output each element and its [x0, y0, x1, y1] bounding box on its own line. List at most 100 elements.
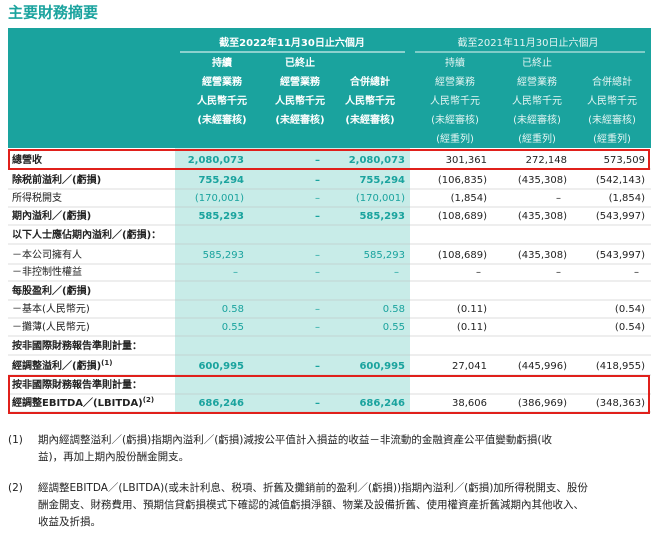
- row-label: 經調整EBITDA／(LBITDA)(2): [12, 396, 154, 409]
- footnote-ref: (1): [101, 359, 112, 367]
- column-header: 持續: [212, 56, 232, 69]
- row-label-text: －攤薄(人民幣元): [12, 320, 90, 333]
- row-label-text: 按非國際財務報告準則計量：: [12, 339, 142, 352]
- cell-value: 27,041: [452, 361, 487, 372]
- row-label: 除税前溢利／(虧損): [12, 173, 101, 186]
- column-header: 經營業務: [202, 75, 243, 88]
- row-label-text: 經調整溢利／(虧損): [12, 359, 101, 372]
- column-header: 人民幣千元: [587, 95, 637, 107]
- column-header: 合併總計: [592, 75, 632, 88]
- cell-value: 755,294: [359, 175, 405, 186]
- column-header: 人民幣千元: [275, 94, 325, 107]
- row-label-text: －基本(人民幣元): [12, 302, 90, 315]
- cell-value: –: [634, 267, 639, 278]
- cell-value: (108,689): [438, 250, 487, 261]
- cell-value: 2,080,073: [188, 155, 244, 166]
- footnote-ref: (2): [143, 396, 154, 404]
- row-label: －非控制性權益: [12, 265, 82, 278]
- cell-value: 0.58: [383, 304, 405, 315]
- column-header: (經重列): [518, 132, 556, 145]
- row-label-text: 按非國際財務報告準則計量：: [12, 378, 142, 391]
- cell-value: –: [556, 267, 561, 278]
- cell-value: (1,854): [609, 193, 646, 204]
- column-header: 人民幣千元: [345, 94, 395, 107]
- cell-value: 585,293: [364, 250, 405, 261]
- cell-value: (106,835): [438, 175, 487, 186]
- cell-value: 0.55: [222, 322, 244, 333]
- footnote-text: 益)，再加上期內股份酬金開支。: [38, 450, 189, 463]
- cell-value: (170,001): [356, 193, 405, 204]
- column-header: (未經審核): [588, 113, 636, 126]
- row-label-text: 以下人士應佔期內溢利／(虧損)：: [12, 228, 161, 241]
- column-header: 已終止: [522, 56, 552, 69]
- cell-value: (542,143): [596, 175, 645, 186]
- column-header: (未經審核): [197, 113, 246, 126]
- cell-value: (435,308): [518, 211, 567, 222]
- cell-value: –: [315, 193, 320, 204]
- row-label-text: 經調整EBITDA／(LBITDA): [12, 396, 143, 409]
- cell-value: (543,997): [596, 250, 645, 261]
- cell-value: –: [394, 267, 399, 278]
- cell-value: –: [315, 322, 320, 333]
- row-label: 按非國際財務報告準則計量：: [12, 339, 142, 352]
- row-label-text: 每股盈利／(虧損): [12, 284, 91, 297]
- row-label: 所得税開支: [12, 191, 62, 204]
- column-header: (經重列): [436, 132, 474, 145]
- row-label: －攤薄(人民幣元): [12, 320, 90, 333]
- cell-value: –: [315, 175, 320, 186]
- cell-value: (543,997): [596, 211, 645, 222]
- cell-value: –: [315, 155, 320, 166]
- cell-value: (1,854): [451, 193, 488, 204]
- row-label-text: －非控制性權益: [12, 265, 82, 278]
- footnote-text: 期內經調整溢利／(虧損)指期內溢利／(虧損)減按公平值計入損益的收益－非流動的金…: [38, 433, 552, 446]
- period-header: 截至2022年11月30日止六個月: [219, 36, 365, 49]
- row-label-text: －本公司擁有人: [12, 248, 82, 261]
- column-header: 經營業務: [517, 75, 557, 88]
- cell-value: (435,308): [518, 250, 567, 261]
- column-header: 合併總計: [349, 75, 390, 88]
- cell-value: (0.11): [457, 304, 487, 315]
- cell-value: 0.55: [383, 322, 405, 333]
- row-label: －本公司擁有人: [12, 248, 82, 261]
- footnote-text: 經調整EBITDA／(LBITDA)(或未計利息、税項、折舊及攤銷前的盈利／(虧…: [38, 481, 588, 494]
- footnote-text: 收益及折損。: [38, 515, 101, 528]
- row-label-text: 期內溢利／(虧損): [12, 209, 91, 222]
- column-header: 經營業務: [435, 75, 475, 88]
- footnote-marker: (1): [8, 434, 23, 446]
- page-title: 主要財務摘要: [8, 4, 98, 22]
- row-label: 按非國際財務報告準則計量：: [12, 378, 142, 391]
- cell-value: –: [315, 361, 320, 372]
- cell-value: 686,246: [359, 398, 405, 409]
- cell-value: 38,606: [452, 398, 487, 409]
- cell-value: –: [556, 193, 561, 204]
- cell-value: –: [233, 267, 238, 278]
- cell-value: –: [315, 267, 320, 278]
- column-header: (未經審核): [513, 113, 561, 126]
- column-header: (未經審核): [431, 113, 479, 126]
- cell-value: 2,080,073: [349, 155, 405, 166]
- cell-value: –: [315, 398, 320, 409]
- cell-value: (435,308): [518, 175, 567, 186]
- cell-value: –: [315, 211, 320, 222]
- cell-value: 686,246: [198, 398, 244, 409]
- period-header: 截至2021年11月30日止六個月: [458, 36, 599, 49]
- cell-value: 0.58: [222, 304, 244, 315]
- cell-value: 573,509: [604, 155, 645, 166]
- column-header: 人民幣千元: [430, 95, 480, 107]
- column-header: 人民幣千元: [197, 94, 247, 107]
- cell-value: 600,995: [359, 361, 405, 372]
- column-header: (未經審核): [345, 113, 394, 126]
- cell-value: (418,955): [596, 361, 645, 372]
- cell-value: –: [315, 250, 320, 261]
- cell-value: (445,996): [518, 361, 567, 372]
- column-header: 經營業務: [280, 75, 321, 88]
- cell-value: (348,363): [596, 398, 645, 409]
- row-label: 經調整溢利／(虧損)(1): [12, 359, 112, 372]
- column-header: 人民幣千元: [512, 95, 562, 107]
- column-header: (未經審核): [275, 113, 324, 126]
- cell-value: (0.54): [615, 304, 645, 315]
- column-header: (經重列): [593, 132, 631, 145]
- cell-value: 600,995: [198, 361, 244, 372]
- row-label: －基本(人民幣元): [12, 302, 90, 315]
